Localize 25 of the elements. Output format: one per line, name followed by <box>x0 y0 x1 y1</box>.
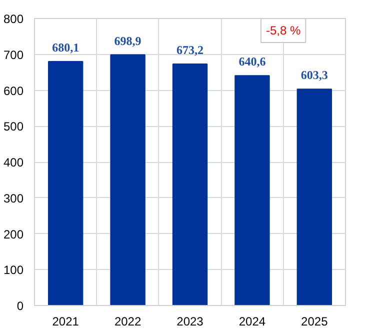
y-tick-label: 200 <box>3 227 24 242</box>
bar <box>234 75 270 306</box>
bar <box>296 88 332 306</box>
y-tick-label: 500 <box>3 120 24 134</box>
y-tick-label: 300 <box>3 191 24 206</box>
x-tick-label: 2022 <box>114 314 142 328</box>
data-label: 698,9 <box>114 34 142 48</box>
x-tick-label: 2025 <box>301 314 328 328</box>
data-label: 640,6 <box>238 54 266 69</box>
bar <box>110 54 146 306</box>
bar <box>48 61 84 306</box>
y-tick-label: 700 <box>3 48 24 62</box>
annotation: -5,8 % <box>266 24 301 38</box>
y-tick-label: 600 <box>3 84 24 98</box>
bar <box>172 63 208 306</box>
y-tick-label: 800 <box>3 12 24 26</box>
x-tick-label: 2024 <box>238 314 266 328</box>
data-label: 603,3 <box>300 68 328 82</box>
y-tick-label: 400 <box>3 156 24 170</box>
data-label: 680,1 <box>52 40 80 55</box>
x-tick-label: 2021 <box>52 314 80 328</box>
y-tick-label: 0 <box>16 299 24 313</box>
data-label: 673,2 <box>176 42 204 57</box>
y-tick-label: 100 <box>3 263 24 278</box>
x-tick-label: 2023 <box>176 314 204 328</box>
